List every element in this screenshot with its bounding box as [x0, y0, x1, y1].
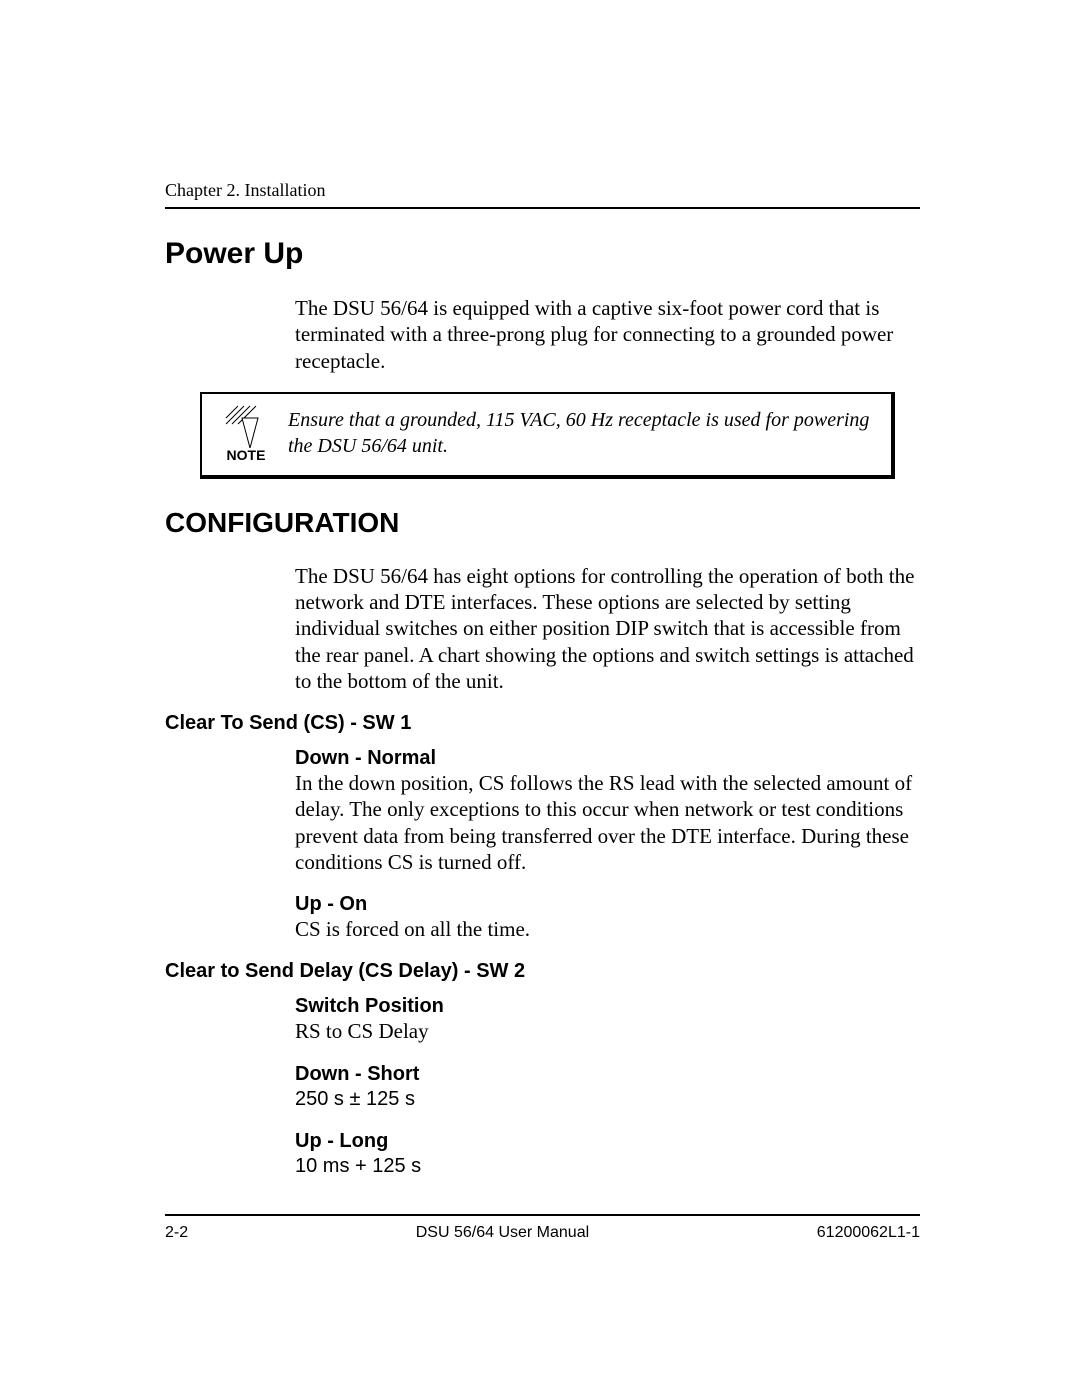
footer-doc-number: 61200062L1-1	[817, 1224, 920, 1242]
heading-configuration: CONFIGURATION	[165, 507, 920, 539]
sw1-up-body: CS is forced on all the time.	[165, 916, 920, 942]
page: Chapter 2. Installation Power Up The DSU…	[0, 0, 1080, 1397]
footer-manual-title: DSU 56/64 User Manual	[416, 1224, 589, 1242]
header-rule	[165, 207, 920, 209]
footer-page-number: 2-2	[165, 1224, 188, 1242]
sw1-down-body: In the down position, CS follows the RS …	[165, 770, 920, 875]
sw2-swpos-label: Switch Position	[165, 995, 920, 1018]
sw2-up-body: 10 ms + 125 s	[165, 1153, 920, 1179]
footer-rule	[165, 1214, 920, 1216]
sw1-title: Clear To Send (CS) - SW 1	[165, 712, 920, 735]
note-icon: NOTE	[216, 404, 276, 463]
power-up-body: The DSU 56/64 is equipped with a captive…	[165, 295, 920, 374]
sw1-up-label: Up - On	[165, 893, 920, 916]
sw2-title: Clear to Send Delay (CS Delay) - SW 2	[165, 960, 920, 983]
configuration-body: The DSU 56/64 has eight options for cont…	[165, 563, 920, 694]
sw2-up-label: Up - Long	[165, 1130, 920, 1153]
sw1-down-label: Down - Normal	[165, 747, 920, 770]
note-text: Ensure that a grounded, 115 VAC, 60 Hz r…	[276, 407, 873, 459]
sw2-swpos-body: RS to CS Delay	[165, 1018, 920, 1044]
sw2-down-body: 250 s ± 125 s	[165, 1086, 920, 1112]
note-box: NOTE Ensure that a grounded, 115 VAC, 60…	[200, 392, 895, 479]
chapter-header: Chapter 2. Installation	[165, 180, 920, 201]
sw2-down-label: Down - Short	[165, 1063, 920, 1086]
note-label: NOTE	[216, 447, 276, 463]
page-footer: 2-2 DSU 56/64 User Manual 61200062L1-1	[165, 1214, 920, 1242]
heading-power-up: Power Up	[165, 237, 920, 271]
